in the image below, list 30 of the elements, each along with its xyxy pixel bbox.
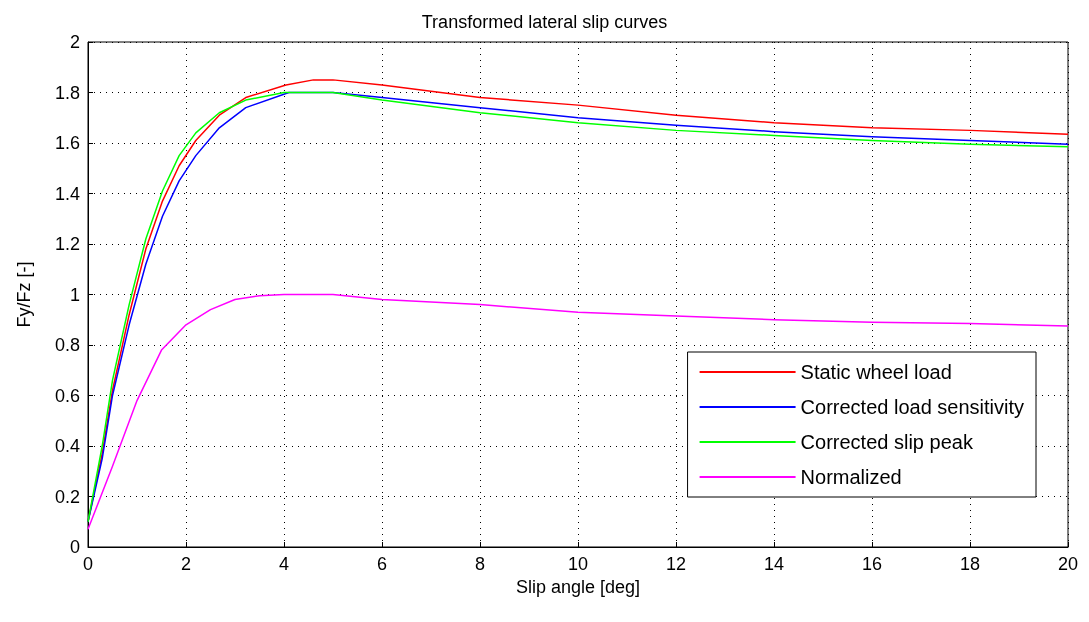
y-tick-label: 1.8 [54, 82, 80, 103]
x-tick-label: 0 [82, 554, 94, 574]
x-tick-label: 12 [665, 554, 687, 574]
x-tick-label: 16 [861, 554, 883, 574]
legend-label: Normalized [800, 466, 902, 488]
x-tick-label: 14 [763, 554, 785, 574]
y-tick-label: 2 [69, 32, 80, 52]
line-series [87, 293, 1069, 531]
y-tick-label: 0 [69, 537, 80, 557]
y-axis-title: Fy/Fz [-] [14, 261, 34, 328]
y-tick-label: 0.6 [54, 385, 80, 406]
x-tick-label: 10 [567, 554, 589, 574]
y-tick-label: 1 [69, 284, 80, 305]
y-tick-label: 0.2 [54, 486, 80, 507]
chart-title: Transformed lateral slip curves [421, 12, 668, 32]
legend-label: Corrected load sensitivity [800, 396, 1025, 418]
y-tick-label: 0.4 [54, 436, 80, 456]
legend-label: Static wheel load [800, 361, 952, 383]
y-tick-label: 1.6 [54, 133, 80, 153]
x-axis-title: Slip angle [deg] [515, 576, 641, 597]
y-tick-label: 1.4 [54, 183, 80, 204]
x-tick-label: 20 [1057, 554, 1079, 574]
x-tick-label: 18 [959, 554, 981, 574]
y-tick-label: 0.8 [54, 335, 80, 355]
x-tick-label: 2 [180, 554, 192, 574]
x-tick-label: 8 [474, 554, 486, 574]
legend-label: Corrected slip peak [800, 431, 974, 453]
x-tick-label: 4 [278, 554, 290, 574]
x-tick-label: 6 [376, 554, 388, 574]
y-tick-label: 1.2 [54, 234, 80, 254]
